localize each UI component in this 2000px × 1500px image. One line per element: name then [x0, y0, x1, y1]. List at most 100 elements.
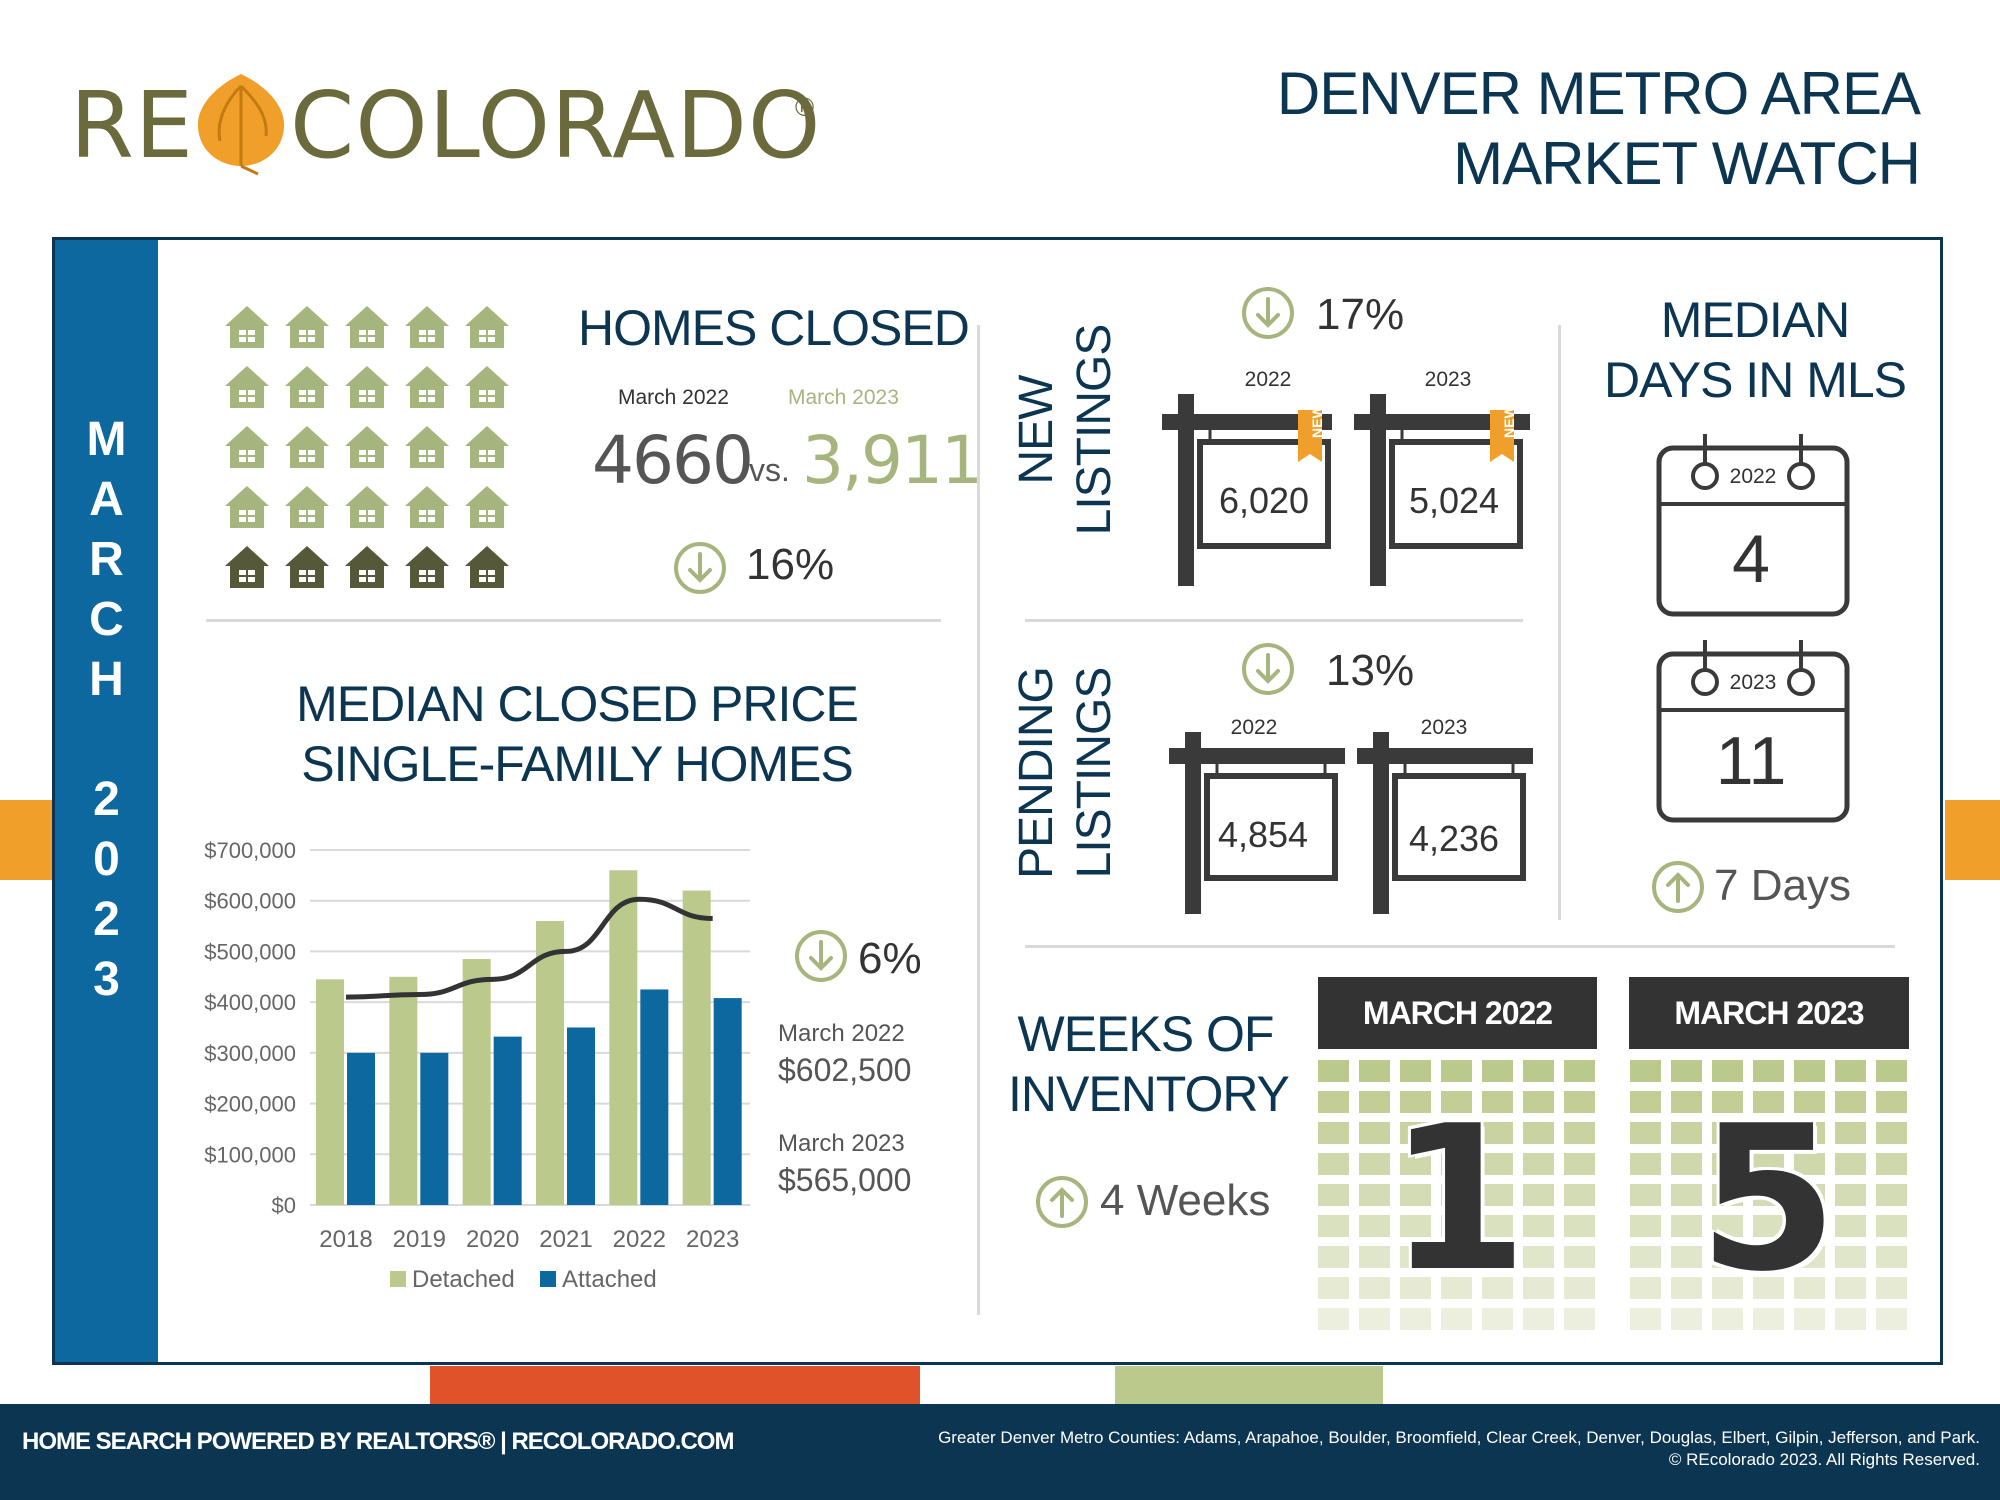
side-accent-left: [0, 800, 55, 880]
inventory-cell: [1671, 1308, 1702, 1330]
sold-signs-icon: [1169, 732, 1533, 914]
house-icon: [222, 482, 272, 532]
inventory-cell: [1753, 1277, 1784, 1299]
for-sale-signs-icon: [1162, 394, 1530, 586]
inventory-cell: [1482, 1184, 1513, 1206]
inventory-cell: [1630, 1277, 1661, 1299]
x-tick-label: 2019: [393, 1226, 446, 1253]
inventory-cell: [1753, 1308, 1784, 1330]
inventory-cell: [1876, 1184, 1907, 1206]
median-price-change: 6%: [858, 934, 922, 983]
footer-stripe-red: [430, 1366, 920, 1404]
new-listings-change: 17%: [1316, 290, 1405, 339]
spine-digit: 0: [93, 833, 120, 886]
median-price-chart: $0 $100,000 $200,000 $300,000 $400,000 $500,0…: [204, 838, 750, 1293]
aspen-leaf-icon: [197, 74, 285, 176]
trend-line: [345, 896, 713, 1000]
homes-closed-value-2022: 4660: [592, 422, 754, 499]
inventory-cell: [1712, 1153, 1743, 1175]
footer-stripe-green: [1115, 1366, 1383, 1404]
month-spine: [55, 240, 158, 1362]
days-mls-title-line1: MEDIAN: [1660, 292, 1850, 348]
inventory-cell: [1482, 1060, 1513, 1082]
legend-label: Detached: [412, 1266, 515, 1293]
arrow-up-icon: [1036, 1176, 1088, 1228]
inventory-cell: [1482, 1122, 1513, 1144]
inventory-cell: [1835, 1246, 1866, 1268]
inventory-cell: [1318, 1122, 1349, 1144]
pending-listings-value-2022: 4,854: [1217, 814, 1309, 855]
inventory-cell: [1753, 1091, 1784, 1113]
footer-left-text[interactable]: HOME SEARCH POWERED BY REALTORS® | RECOL…: [22, 1428, 734, 1455]
median-price-label-2023: March 2023: [778, 1130, 905, 1157]
inventory-cell: [1441, 1184, 1472, 1206]
divider-homes: [206, 619, 941, 622]
inventory-cell: [1671, 1060, 1702, 1082]
inventory-cell: [1876, 1215, 1907, 1237]
y-tick-label: $200,000: [204, 1092, 296, 1117]
bar-detached: [609, 870, 638, 1205]
new-listings-value-2023: 5,024: [1408, 480, 1500, 521]
inventory-cell: [1441, 1060, 1472, 1082]
legend-swatch: [540, 1271, 556, 1287]
logo-registered: ®: [795, 92, 815, 122]
arrow-down-icon: [795, 930, 847, 982]
house-icon: [462, 422, 512, 472]
footer-copyright: © REcolorado 2023. All Rights Reserved.: [1668, 1450, 1980, 1469]
house-icon: [342, 542, 392, 592]
inventory-cell: [1564, 1277, 1595, 1299]
inventory-cell: [1712, 1184, 1743, 1206]
inventory-cell: [1359, 1060, 1390, 1082]
spine-letter: M: [86, 413, 127, 466]
side-accent-right: [1945, 800, 2000, 880]
inventory-cell: [1794, 1060, 1825, 1082]
inventory-cell: [1523, 1184, 1554, 1206]
spine-digit: 2: [93, 773, 120, 826]
homes-icon-grid: [222, 302, 512, 592]
arrow-down-icon: [1242, 287, 1294, 339]
inventory-cell: [1753, 1184, 1784, 1206]
new-listings-title-line2: LISTINGS: [1068, 324, 1121, 536]
inventory-cell: [1876, 1153, 1907, 1175]
house-icon: [282, 482, 332, 532]
inventory-cell: [1876, 1060, 1907, 1082]
weeks-grid-2022: [1318, 1060, 1595, 1330]
arrow-up-icon: [1652, 861, 1704, 913]
inventory-cell: [1523, 1308, 1554, 1330]
homes-closed-vs: vs.: [749, 452, 790, 488]
inventory-cell: [1400, 1215, 1431, 1237]
weeks-inventory-header-2023: MARCH 2023: [1629, 977, 1909, 1049]
inventory-cell: [1523, 1122, 1554, 1144]
inventory-cell: [1835, 1060, 1866, 1082]
new-listings-title-line1: NEW: [1010, 375, 1063, 485]
inventory-cell: [1400, 1091, 1431, 1113]
inventory-cell: [1564, 1308, 1595, 1330]
inventory-cell: [1482, 1215, 1513, 1237]
inventory-cell: [1564, 1246, 1595, 1268]
inventory-cell: [1794, 1277, 1825, 1299]
median-price-title-line2: SINGLE-FAMILY HOMES: [301, 736, 854, 792]
bar-detached: [682, 890, 711, 1205]
inventory-cell: [1630, 1153, 1661, 1175]
inventory-cell: [1523, 1153, 1554, 1175]
inventory-cell: [1753, 1215, 1784, 1237]
spine-letter: H: [89, 653, 124, 706]
inventory-cell: [1671, 1184, 1702, 1206]
inventory-cell: [1441, 1153, 1472, 1175]
inventory-cell: [1794, 1091, 1825, 1113]
inventory-cell: [1835, 1091, 1866, 1113]
house-icon: [402, 542, 452, 592]
inventory-cell: [1359, 1215, 1390, 1237]
bar-detached: [316, 979, 344, 1205]
homes-closed-value-2023: 3,911: [802, 422, 983, 499]
inventory-cell: [1482, 1246, 1513, 1268]
inventory-cell: [1876, 1091, 1907, 1113]
spine-digit: 3: [93, 953, 120, 1006]
house-icon: [222, 302, 272, 352]
weeks-inventory-title-line1: WEEKS OF: [1017, 1006, 1275, 1062]
y-tick-label: $700,000: [204, 838, 296, 863]
page-title-line1: DENVER METRO AREA: [1276, 60, 1921, 127]
inventory-cell: [1318, 1215, 1349, 1237]
spine-letter: A: [89, 473, 124, 526]
inventory-cell: [1441, 1091, 1472, 1113]
